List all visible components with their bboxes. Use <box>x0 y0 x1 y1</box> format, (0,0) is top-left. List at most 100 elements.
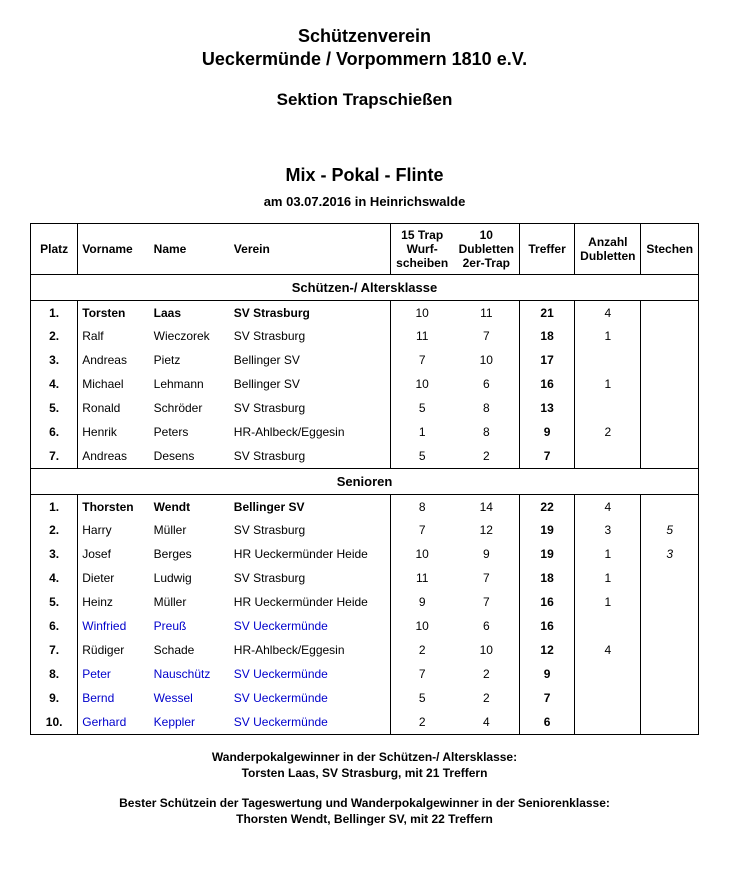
org-name-line1: Schützenverein <box>30 25 699 48</box>
table-row: 7.AndreasDesensSV Strasburg527 <box>31 444 699 468</box>
cell-verein: SV Strasburg <box>230 324 390 348</box>
cell-verein: SV Ueckermünde <box>230 662 390 686</box>
cell-trap: 10 <box>390 542 454 566</box>
cell-verein: SV Strasburg <box>230 566 390 590</box>
cell-dubletten: 4 <box>454 710 520 734</box>
cell-treffer: 9 <box>519 420 574 444</box>
col-treffer: Treffer <box>519 223 574 274</box>
group-title: Senioren <box>31 468 699 494</box>
cell-name: Laas <box>150 300 230 324</box>
table-row: 3.AndreasPietzBellinger SV71017 <box>31 348 699 372</box>
cell-trap: 7 <box>390 662 454 686</box>
cell-dubletten: 7 <box>454 590 520 614</box>
event-subtitle: am 03.07.2016 in Heinrichswalde <box>30 194 699 209</box>
cell-treffer: 19 <box>519 542 574 566</box>
cell-trap: 7 <box>390 348 454 372</box>
cell-name: Desens <box>150 444 230 468</box>
cell-verein: SV Ueckermünde <box>230 686 390 710</box>
cell-platz: 6. <box>31 614 78 638</box>
cell-treffer: 16 <box>519 590 574 614</box>
cell-verein: Bellinger SV <box>230 348 390 372</box>
cell-platz: 6. <box>31 420 78 444</box>
cell-anzahl <box>575 396 641 420</box>
cell-dubletten: 14 <box>454 494 520 518</box>
cell-dubletten: 8 <box>454 396 520 420</box>
col-verein: Verein <box>230 223 390 274</box>
cell-stechen <box>641 324 699 348</box>
cell-anzahl: 1 <box>575 372 641 396</box>
event-title: Mix - Pokal - Flinte <box>30 165 699 186</box>
cell-stechen <box>641 638 699 662</box>
cell-vorname: Harry <box>78 518 150 542</box>
cell-verein: SV Ueckermünde <box>230 614 390 638</box>
cell-anzahl: 1 <box>575 542 641 566</box>
cell-name: Ludwig <box>150 566 230 590</box>
section-name: Sektion Trapschießen <box>30 90 699 110</box>
table-row: 5.RonaldSchröderSV Strasburg5813 <box>31 396 699 420</box>
cell-platz: 7. <box>31 444 78 468</box>
cell-treffer: 21 <box>519 300 574 324</box>
cell-treffer: 7 <box>519 444 574 468</box>
cell-dubletten: 10 <box>454 638 520 662</box>
cell-stechen <box>641 710 699 734</box>
cell-treffer: 7 <box>519 686 574 710</box>
cell-name: Peters <box>150 420 230 444</box>
cell-treffer: 6 <box>519 710 574 734</box>
cell-anzahl <box>575 686 641 710</box>
cell-trap: 11 <box>390 324 454 348</box>
cell-vorname: Andreas <box>78 348 150 372</box>
cell-trap: 11 <box>390 566 454 590</box>
table-row: 8.PeterNauschützSV Ueckermünde729 <box>31 662 699 686</box>
cell-stechen <box>641 348 699 372</box>
table-row: 9.BerndWesselSV Ueckermünde527 <box>31 686 699 710</box>
table-row: 6.HenrikPetersHR-Ahlbeck/Eggesin1892 <box>31 420 699 444</box>
cell-anzahl: 3 <box>575 518 641 542</box>
col-platz: Platz <box>31 223 78 274</box>
cell-stechen <box>641 420 699 444</box>
cell-anzahl: 1 <box>575 590 641 614</box>
col-anzahl: Anzahl Dubletten <box>575 223 641 274</box>
cell-dubletten: 10 <box>454 348 520 372</box>
cell-treffer: 18 <box>519 566 574 590</box>
cell-anzahl <box>575 348 641 372</box>
cell-anzahl <box>575 614 641 638</box>
cell-treffer: 17 <box>519 348 574 372</box>
cell-verein: SV Strasburg <box>230 300 390 324</box>
cell-trap: 9 <box>390 590 454 614</box>
cell-stechen <box>641 614 699 638</box>
cell-stechen <box>641 300 699 324</box>
cell-platz: 1. <box>31 494 78 518</box>
cell-trap: 10 <box>390 300 454 324</box>
cell-stechen <box>641 396 699 420</box>
cell-vorname: Ronald <box>78 396 150 420</box>
cell-platz: 8. <box>31 662 78 686</box>
cell-vorname: Henrik <box>78 420 150 444</box>
cell-name: Wendt <box>150 494 230 518</box>
cell-platz: 7. <box>31 638 78 662</box>
cell-platz: 3. <box>31 542 78 566</box>
cell-anzahl <box>575 444 641 468</box>
cell-name: Müller <box>150 518 230 542</box>
cell-treffer: 13 <box>519 396 574 420</box>
table-row: 7.RüdigerSchadeHR-Ahlbeck/Eggesin210124 <box>31 638 699 662</box>
cell-name: Schröder <box>150 396 230 420</box>
cell-vorname: Josef <box>78 542 150 566</box>
cell-dubletten: 7 <box>454 324 520 348</box>
cell-treffer: 18 <box>519 324 574 348</box>
footer-block: Wanderpokalgewinner in der Schützen-/ Al… <box>30 749 699 828</box>
cell-anzahl: 2 <box>575 420 641 444</box>
org-name-line2: Ueckermünde / Vorpommern 1810 e.V. <box>30 48 699 71</box>
cell-stechen <box>641 566 699 590</box>
cell-vorname: Andreas <box>78 444 150 468</box>
cell-stechen <box>641 590 699 614</box>
table-header-row: Platz Vorname Name Verein 15 Trap Wurf-s… <box>31 223 699 274</box>
cell-platz: 4. <box>31 566 78 590</box>
cell-verein: HR Ueckermünder Heide <box>230 590 390 614</box>
group-title: Schützen-/ Altersklasse <box>31 274 699 300</box>
cell-treffer: 19 <box>519 518 574 542</box>
cell-name: Lehmann <box>150 372 230 396</box>
page: Schützenverein Ueckermünde / Vorpommern … <box>0 0 729 848</box>
cell-verein: Bellinger SV <box>230 494 390 518</box>
cell-stechen <box>641 444 699 468</box>
cell-trap: 7 <box>390 518 454 542</box>
